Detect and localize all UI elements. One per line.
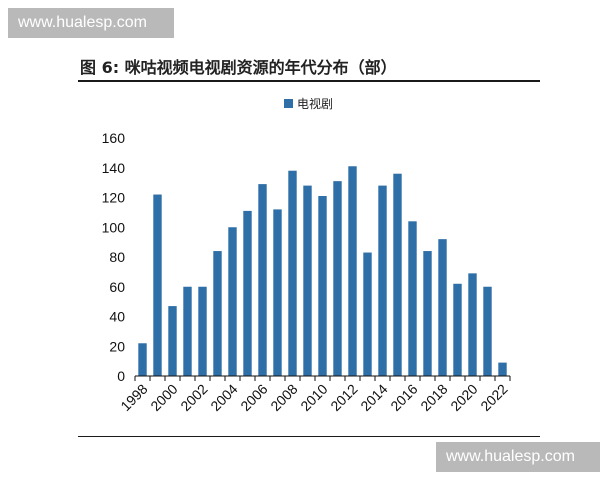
bar-2000 (168, 306, 177, 376)
y-tick-label: 100 (102, 219, 126, 235)
x-tick-label: 2022 (477, 381, 510, 414)
watermark-bottom: www.hualesp.com (436, 442, 600, 472)
y-tick-label: 80 (109, 249, 125, 265)
y-tick-label: 40 (109, 309, 125, 325)
bar-2019 (453, 283, 462, 376)
bar-2004 (228, 227, 237, 376)
legend-label: 电视剧 (297, 96, 333, 111)
bar-2014 (378, 185, 387, 376)
y-tick-label: 160 (102, 130, 126, 146)
x-tick-label: 2006 (237, 381, 270, 414)
x-tick-label: 2008 (267, 381, 300, 414)
bar-2002 (198, 286, 207, 376)
x-axis: 1998200020022004200620082010201220142016… (117, 376, 511, 414)
bar-2009 (303, 185, 312, 376)
y-tick-label: 20 (109, 338, 125, 354)
bar-2006 (258, 184, 267, 376)
y-axis: 0 20 40 60 80 100 120 140 160 (102, 130, 126, 384)
legend: 电视剧 (284, 96, 333, 111)
x-tick-label: 2018 (417, 381, 450, 414)
y-tick-label: 60 (109, 279, 125, 295)
y-tick-label: 0 (117, 368, 125, 384)
bar-2021 (483, 286, 492, 376)
bar-1999 (153, 194, 162, 376)
bar-2007 (273, 209, 282, 376)
bar-2012 (348, 166, 357, 376)
x-tick-label: 2014 (357, 381, 390, 414)
bars (138, 166, 507, 376)
y-tick-label: 120 (102, 190, 126, 206)
bar-2022 (498, 362, 507, 376)
bar-1998 (138, 343, 147, 376)
bar-2018 (438, 239, 447, 376)
bar-2020 (468, 273, 477, 376)
x-tick-label: 1998 (117, 381, 150, 414)
x-tick-label: 2004 (207, 381, 240, 414)
bar-2010 (318, 196, 327, 376)
x-tick-label: 2002 (177, 381, 210, 414)
bar-2008 (288, 170, 297, 376)
x-tick-label: 2020 (447, 381, 480, 414)
x-tick-label: 2016 (387, 381, 420, 414)
bottom-rule (78, 436, 540, 437)
x-tick-label: 2000 (147, 381, 180, 414)
bar-2003 (213, 251, 222, 376)
title-rule (78, 80, 540, 82)
bar-2005 (243, 210, 252, 376)
bar-2016 (408, 221, 417, 376)
x-tick-label: 2012 (327, 381, 360, 414)
bar-2001 (183, 286, 192, 376)
bar-2015 (393, 173, 402, 376)
legend-swatch (284, 99, 293, 108)
x-tick-label: 2010 (297, 381, 330, 414)
figure-title: 图 6: 咪咕视频电视剧资源的年代分布（部） (80, 58, 397, 77)
watermark-top: www.hualesp.com (8, 8, 174, 38)
bar-2013 (363, 252, 372, 376)
bar-2017 (423, 251, 432, 376)
bar-2011 (333, 181, 342, 376)
y-tick-label: 140 (102, 160, 126, 176)
